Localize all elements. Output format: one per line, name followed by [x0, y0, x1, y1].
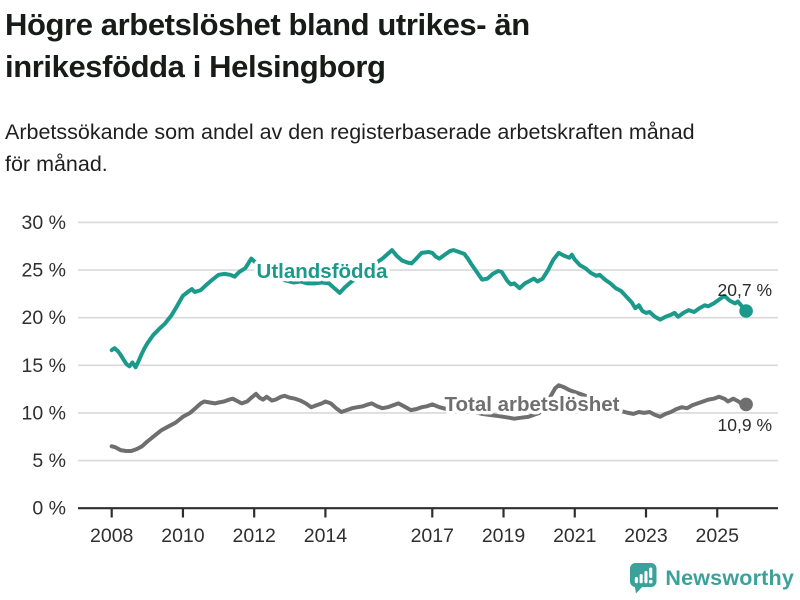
x-tick-label: 2019 [482, 525, 525, 547]
y-tick-label: 5 % [32, 450, 66, 472]
brand-name: Newsworthy [665, 565, 794, 590]
x-tick-label: 2017 [411, 525, 454, 547]
newsworthy-logo-icon [630, 563, 657, 594]
x-tick-label: 2012 [232, 525, 275, 547]
y-tick-label: 25 % [22, 260, 66, 282]
chart-labels: Utlandsfödda Total arbetslöshet 20,7 % 1… [253, 257, 772, 436]
y-tick-label: 20 % [22, 307, 66, 329]
series-line-total [109, 383, 749, 453]
y-tick-label: 15 % [22, 355, 66, 377]
y-tick-label: 10 % [22, 402, 66, 424]
series-label-utlandsfodda: Utlandsfödda [257, 260, 389, 283]
series-line-utlandsfodda [109, 248, 749, 370]
x-tick-label: 2008 [90, 525, 133, 547]
series-end-dot [739, 397, 753, 412]
x-tick-label: 2025 [696, 525, 740, 547]
chart-subtitle: Arbetssökande som andel av den registerb… [5, 120, 695, 176]
x-tick-label: 2023 [624, 525, 667, 547]
end-value-label-utlandsfodda: 20,7 % [718, 280, 772, 300]
series-label-total-arbetsloshet: Total arbetslöshet [444, 393, 619, 416]
x-tick-label: 2010 [161, 525, 205, 547]
brand-footer: Newsworthy [629, 562, 794, 594]
series-end-dot [739, 304, 753, 318]
end-value-label-total: 10,9 % [718, 415, 772, 435]
x-tick-label: 2014 [304, 525, 348, 547]
y-tick-label: 0 % [32, 498, 66, 520]
x-tick-label: 2021 [553, 525, 596, 547]
y-tick-label: 30 % [22, 212, 66, 234]
chart-title: Högre arbetslöshet bland utrikes- än inr… [5, 7, 530, 84]
plot-area: 30 % 25 % 20 % 15 % 10 % 5 % 0 % 2008 2010 2012 20… [22, 212, 778, 547]
